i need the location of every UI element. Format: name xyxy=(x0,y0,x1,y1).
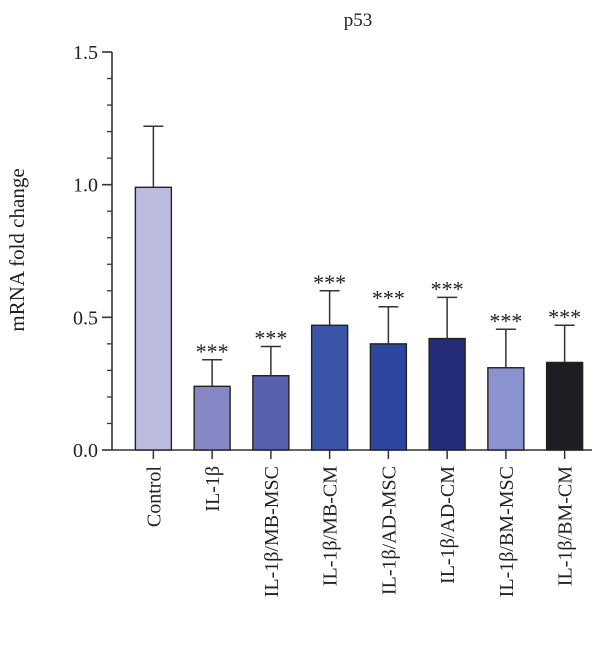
bar xyxy=(545,361,584,451)
significance-label: *** xyxy=(372,286,405,311)
bar xyxy=(369,343,408,451)
x-tick-label: Control xyxy=(143,466,165,528)
x-tick-label: IL-1β/BM-CM xyxy=(555,466,577,586)
x-tick-label: IL-1β/MB-CM xyxy=(320,466,342,586)
significance-label: *** xyxy=(489,308,522,333)
x-tick-label: IL-1β/MB-MSC xyxy=(261,466,283,597)
significance-label: *** xyxy=(196,339,229,364)
x-tick-label: IL-1β xyxy=(202,466,224,512)
significance-label: *** xyxy=(548,304,581,329)
significance-label: *** xyxy=(431,276,464,301)
x-tick-label: IL-1β/AD-CM xyxy=(437,466,459,584)
y-tick-label: 0.5 xyxy=(73,307,98,329)
bar xyxy=(487,367,525,451)
y-tick-label: 1.0 xyxy=(73,175,98,197)
bar xyxy=(193,385,231,451)
x-tick-label: IL-1β/BM-MSC xyxy=(496,466,518,597)
significance-label: *** xyxy=(254,326,287,351)
bar xyxy=(252,375,290,451)
y-tick-label: 0.0 xyxy=(73,440,98,462)
bar xyxy=(428,337,466,451)
y-tick-label: 1.5 xyxy=(73,42,98,64)
bar xyxy=(134,186,173,451)
x-tick-label: IL-1β/AD-MSC xyxy=(378,466,400,595)
y-axis-label: mRNA fold change xyxy=(5,168,29,331)
plot-area: 0.0 0.5 1.0 1.5 Control *** IL-1β *** IL-1β/MB-M… xyxy=(73,42,592,597)
bar xyxy=(310,324,349,451)
significance-label: *** xyxy=(313,270,346,295)
chart-title: p53 xyxy=(344,10,373,31)
